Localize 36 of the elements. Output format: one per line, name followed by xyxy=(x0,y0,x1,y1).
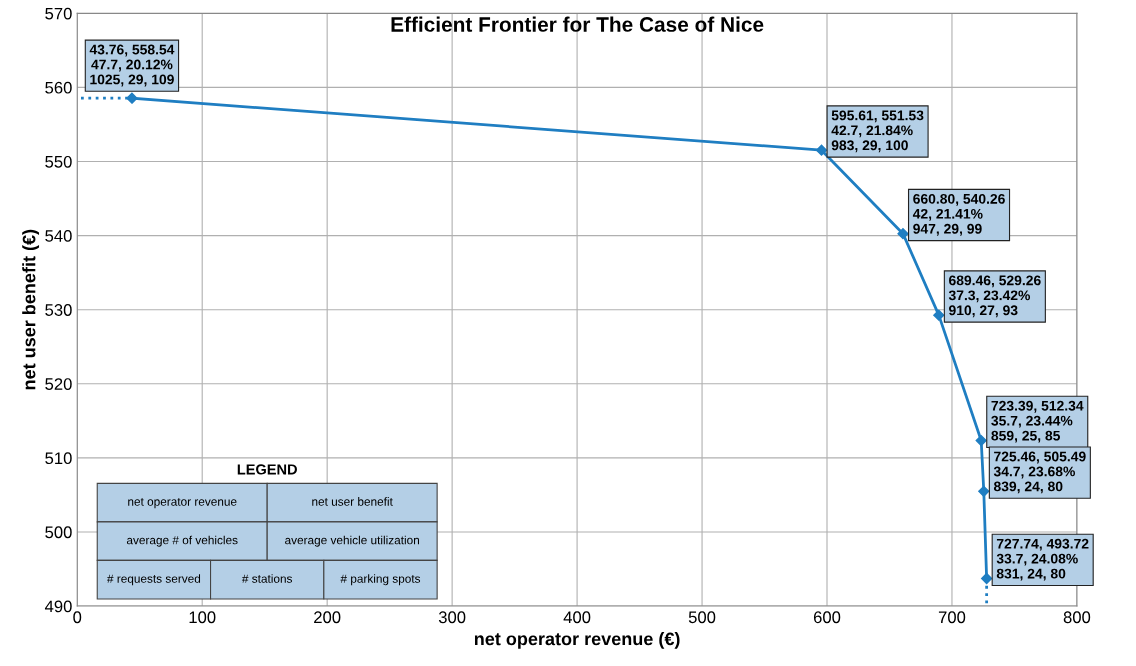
annotation: net operator revenue xyxy=(128,498,237,509)
y-tick-label: 540 xyxy=(45,230,72,242)
y-tick-label: 550 xyxy=(45,155,72,168)
x-tick-label: 600 xyxy=(813,611,841,624)
annotation: average vehicle utilization xyxy=(285,535,419,547)
x-tick-label: 100 xyxy=(189,611,216,624)
y-tick-label: 570 xyxy=(45,7,72,20)
annotation: 723.39, 512.34 35.7, 23.44% 859, 25, 85 xyxy=(991,400,1084,443)
y-tick-label: 530 xyxy=(45,304,72,316)
y-tick-label: 490 xyxy=(44,600,72,613)
annotation: 595.61, 551.53 42.7, 21.84% 983, 29, 100 xyxy=(831,110,924,153)
annotation: LEGEND xyxy=(237,464,297,475)
annotation: average # of vehicles xyxy=(126,535,238,547)
x-tick-label: 500 xyxy=(688,611,716,624)
y-axis-title: net user benefit (€) xyxy=(22,229,40,390)
x-tick-label: 400 xyxy=(563,611,591,624)
annotation: # parking spots xyxy=(340,574,421,586)
y-tick-label: 560 xyxy=(45,81,72,94)
annotation: 727.74, 493.72 33.7, 24.08% 831, 24, 80 xyxy=(996,538,1089,581)
annotation: # stations xyxy=(241,574,293,583)
y-tick-label: 510 xyxy=(45,452,72,465)
x-tick-label: 200 xyxy=(314,611,341,624)
x-tick-label: 0 xyxy=(73,611,82,624)
annotation: # requests served xyxy=(107,574,201,586)
x-tick-label: 300 xyxy=(438,611,466,624)
annotation: 689.46, 529.26 37.3, 23.42% 910, 27, 93 xyxy=(948,275,1041,318)
annotation: 43.76, 558.54 47.7, 20.12% 1025, 29, 109 xyxy=(89,44,175,87)
x-tick-label: 700 xyxy=(938,611,966,624)
x-tick-label: 800 xyxy=(1063,611,1091,624)
annotation: net user benefit xyxy=(312,497,393,506)
annotation: 725.46, 505.49 34.7, 23.68% 839, 24, 80 xyxy=(993,451,1086,494)
annotation: 660.80, 540.26 42, 21.41% 947, 29, 99 xyxy=(912,193,1005,236)
x-axis-title: net operator revenue (€) xyxy=(474,632,680,649)
y-tick-label: 500 xyxy=(45,526,72,539)
y-tick-label: 520 xyxy=(45,378,72,390)
chart-title: Efficient Frontier for The Case of Nice xyxy=(391,16,764,32)
